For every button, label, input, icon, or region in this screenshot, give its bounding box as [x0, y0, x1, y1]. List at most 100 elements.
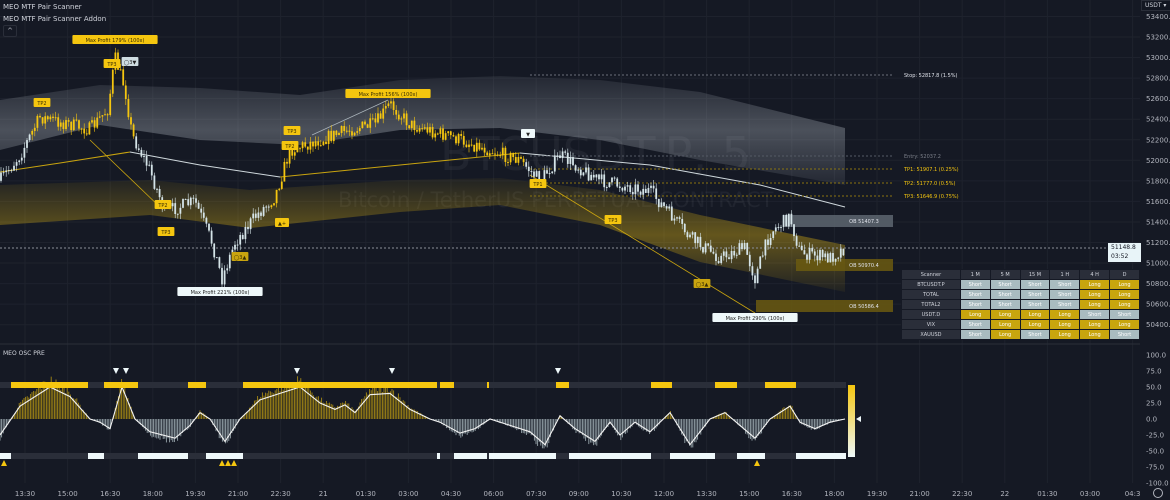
tp3-label-text: TP3: [106, 62, 116, 68]
candle-body: [629, 185, 632, 192]
time-axis[interactable]: 13:30 15:00 16:30 18:00 19:30 21:00 22:30 21 01:…: [15, 490, 1141, 498]
candle-body: [538, 171, 541, 185]
candle-body: [153, 175, 156, 189]
close-signal-label: [121, 57, 139, 66]
indicator-title-scanner[interactable]: MEO MTF Pair Scanner: [3, 3, 82, 11]
gear-icon[interactable]: [1153, 488, 1163, 498]
candle-body: [517, 157, 520, 163]
candle-body: [712, 251, 715, 254]
candle-body: [244, 226, 247, 240]
candle-body: [436, 133, 439, 135]
candle-body: [317, 141, 320, 146]
candle-body: [351, 131, 353, 136]
bear-zone-segment: [454, 453, 487, 459]
currency-dropdown[interactable]: USDT ▾: [1141, 0, 1170, 11]
candle-body: [746, 242, 749, 255]
level-label-stop: Stop: 52817.8 (1.5%): [904, 73, 958, 79]
candle-body: [421, 128, 424, 130]
candle-body: [751, 266, 754, 276]
candle-body: [304, 142, 307, 147]
candle-body: [236, 244, 239, 246]
tp1-label: [529, 179, 547, 188]
candle-body: [652, 185, 655, 189]
candle-body: [829, 253, 832, 263]
header-cell: 1 M: [959, 269, 991, 280]
candle-body: [127, 99, 130, 118]
candle-body: [460, 134, 463, 136]
scanner-row: TOTAL Short Short Short Short Long Long: [901, 289, 1140, 300]
price-label: 52400.0: [1146, 116, 1170, 124]
candle-body: [156, 188, 158, 190]
osc-title[interactable]: MEO OSC PRE: [3, 350, 45, 357]
max-profit-label: [345, 89, 431, 98]
candle-body: [119, 69, 122, 71]
candle-body: [618, 186, 621, 188]
candle-body: [301, 142, 304, 149]
bear-zone-segment: [670, 453, 715, 459]
osc-label: -25.0: [1146, 432, 1164, 440]
candle-body: [748, 254, 751, 267]
candle-body: [283, 161, 286, 182]
candle-body: [213, 243, 216, 258]
candle-body: [208, 223, 210, 231]
candle-body: [691, 232, 694, 235]
candle-body: [759, 256, 762, 269]
candle-body: [135, 136, 138, 149]
candle-body: [249, 218, 252, 230]
time-label: 19:30: [867, 490, 887, 498]
signal-cell: Long: [1019, 319, 1051, 330]
candle-body: [631, 191, 634, 195]
tp2-label: [33, 98, 51, 107]
price-label: 50800.0: [1146, 280, 1170, 288]
tp3-label: [103, 59, 121, 68]
candle-body: [223, 270, 226, 285]
candle-body: [483, 147, 486, 153]
candle-body: [730, 250, 733, 260]
candle-body: [218, 257, 221, 268]
candle-body: [709, 245, 712, 252]
signal-cell: Short: [959, 289, 991, 300]
bull-zone-segment: [188, 382, 206, 388]
candle-body: [644, 188, 647, 193]
collapse-indicators-button[interactable]: ^: [3, 25, 17, 37]
candle-body: [418, 128, 421, 132]
candle-body: [143, 155, 145, 157]
signal-cell: Short: [1049, 279, 1081, 290]
candle-body: [18, 160, 21, 163]
candle-body: [88, 122, 91, 135]
signal-cell: Short: [1019, 329, 1051, 340]
indicator-title-addon[interactable]: MEO MTF Pair Scanner Addon: [3, 15, 107, 23]
tp2-label-text: TP2: [284, 144, 294, 150]
pair-name: XAUUSD: [901, 329, 961, 340]
candle-body: [28, 134, 31, 141]
candle-body: [590, 174, 593, 181]
candle-body: [803, 250, 806, 255]
tp1-label-text: TP1: [532, 182, 542, 188]
candle-body: [78, 120, 80, 129]
candle-body: [5, 170, 8, 173]
candle-body: [140, 149, 143, 157]
price-label: 51000.0: [1146, 260, 1170, 268]
sell-arrow-icon: [294, 368, 300, 374]
max-profit-label: [712, 313, 798, 322]
scanner-row: TOTAL2 Short Short Short Short Long Long: [901, 299, 1140, 310]
bear-zone-segment: [796, 453, 846, 459]
time-label: 12:00: [654, 490, 674, 498]
candle-body: [650, 185, 652, 188]
candle-body: [187, 199, 190, 206]
candle-body: [93, 120, 96, 128]
candle-body: [369, 118, 372, 128]
candle-body: [395, 109, 398, 115]
candle-body: [85, 133, 88, 135]
osc-gradient-gauge: [848, 385, 855, 457]
candle-body: [514, 157, 517, 163]
candle-body: [577, 169, 580, 171]
candle-body: [174, 203, 177, 214]
price-axis[interactable]: 53400.0 53200.0 53000.0 52800.0 52600.0 52400…: [1146, 13, 1170, 329]
candle-body: [384, 106, 387, 109]
candle-body: [122, 69, 125, 86]
osc-axis[interactable]: 100.0 75.0 50.0 25.0 0.0 -25.0 -50.0 -75.0 -100.…: [1146, 352, 1169, 488]
time-label: 21: [319, 490, 328, 498]
candle-body: [184, 199, 187, 201]
